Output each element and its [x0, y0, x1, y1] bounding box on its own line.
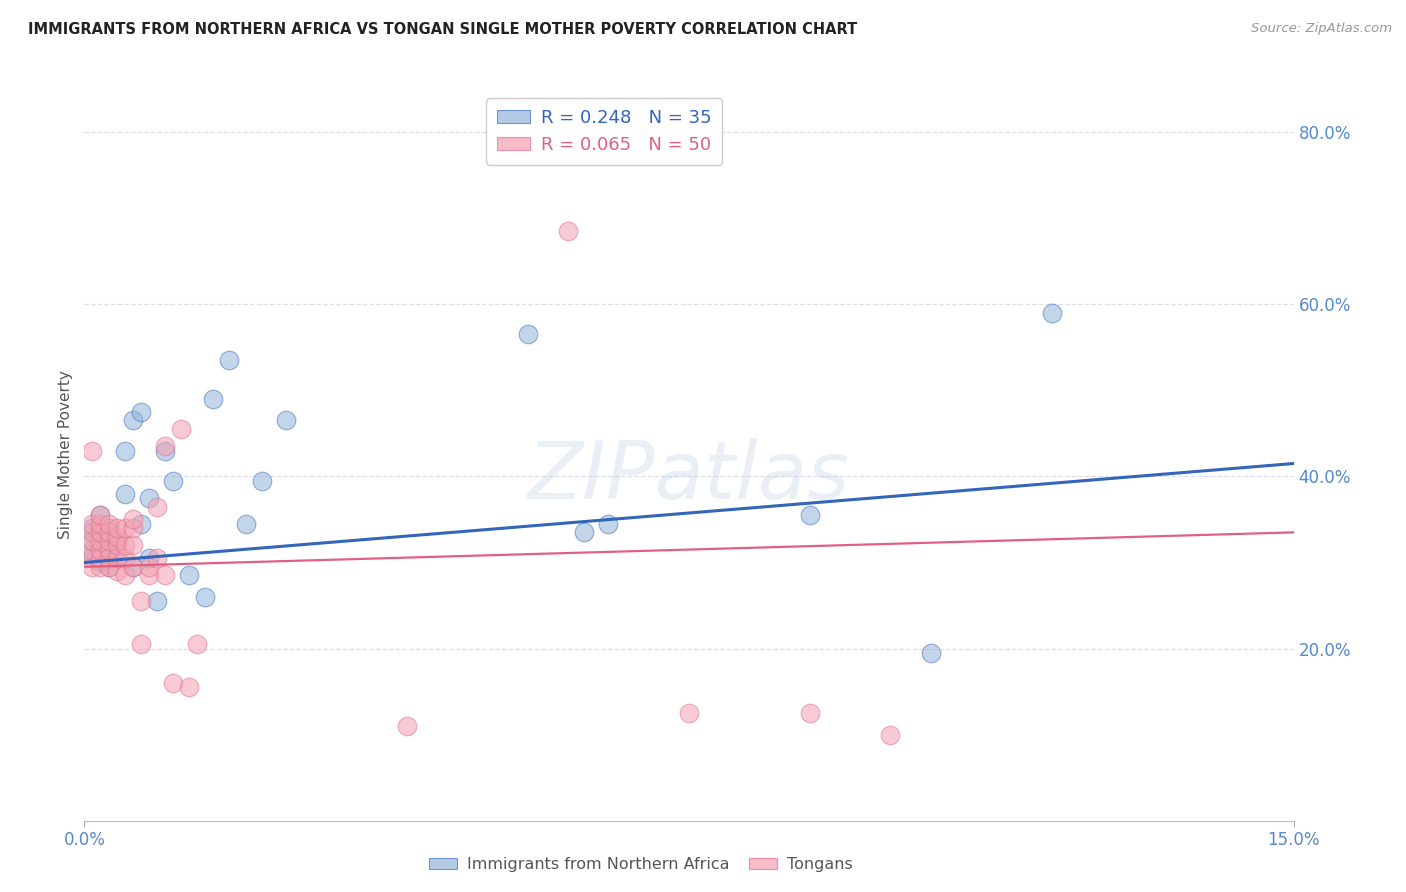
Point — [121, 413, 143, 427]
Point — [97, 551, 120, 566]
Point — [105, 533, 128, 548]
Point — [82, 542, 104, 557]
Point — [114, 568, 136, 582]
Point — [395, 719, 418, 733]
Point — [89, 559, 111, 574]
Point — [516, 327, 538, 342]
Point — [82, 443, 104, 458]
Point — [557, 224, 579, 238]
Point — [114, 538, 136, 552]
Point — [97, 525, 120, 540]
Point — [114, 521, 136, 535]
Point — [105, 521, 128, 535]
Point — [138, 551, 160, 566]
Point — [114, 443, 136, 458]
Point — [114, 486, 136, 500]
Point — [97, 542, 120, 557]
Point — [82, 559, 104, 574]
Point — [799, 508, 821, 523]
Point — [89, 556, 111, 570]
Point — [799, 706, 821, 720]
Point — [678, 706, 700, 720]
Point — [97, 521, 120, 535]
Point — [186, 637, 208, 651]
Point — [202, 392, 225, 406]
Point — [82, 525, 104, 540]
Point — [82, 547, 104, 561]
Point — [114, 551, 136, 566]
Point — [218, 353, 240, 368]
Point — [105, 530, 128, 544]
Point — [235, 516, 257, 531]
Point — [97, 516, 120, 531]
Point — [89, 551, 111, 566]
Point — [1040, 306, 1063, 320]
Point — [121, 512, 143, 526]
Legend: Immigrants from Northern Africa, Tongans: Immigrants from Northern Africa, Tongans — [422, 851, 859, 879]
Point — [129, 637, 152, 651]
Text: IMMIGRANTS FROM NORTHERN AFRICA VS TONGAN SINGLE MOTHER POVERTY CORRELATION CHAR: IMMIGRANTS FROM NORTHERN AFRICA VS TONGA… — [28, 22, 858, 37]
Point — [170, 422, 193, 436]
Point — [146, 594, 169, 608]
Point — [89, 525, 111, 540]
Point — [89, 525, 111, 540]
Point — [121, 521, 143, 535]
Point — [129, 405, 152, 419]
Point — [89, 508, 111, 523]
Point — [97, 542, 120, 557]
Point — [121, 559, 143, 574]
Point — [89, 516, 111, 531]
Point — [572, 525, 595, 540]
Point — [879, 728, 901, 742]
Point — [129, 594, 152, 608]
Point — [138, 568, 160, 582]
Point — [121, 538, 143, 552]
Point — [97, 559, 120, 574]
Point — [146, 500, 169, 514]
Point — [162, 676, 184, 690]
Point — [89, 542, 111, 557]
Point — [598, 516, 620, 531]
Point — [153, 443, 176, 458]
Point — [146, 551, 169, 566]
Y-axis label: Single Mother Poverty: Single Mother Poverty — [58, 370, 73, 540]
Point — [82, 516, 104, 531]
Point — [162, 474, 184, 488]
Text: Source: ZipAtlas.com: Source: ZipAtlas.com — [1251, 22, 1392, 36]
Point — [82, 533, 104, 548]
Point — [105, 551, 128, 566]
Point — [97, 533, 120, 548]
Point — [97, 559, 120, 574]
Text: ZIPatlas: ZIPatlas — [527, 438, 851, 516]
Point — [179, 568, 201, 582]
Point — [274, 413, 297, 427]
Point — [129, 516, 152, 531]
Point — [105, 551, 128, 566]
Point — [82, 521, 104, 535]
Point — [194, 590, 217, 604]
Point — [82, 551, 104, 566]
Point — [138, 491, 160, 505]
Point — [82, 533, 104, 548]
Point — [138, 559, 160, 574]
Point — [105, 564, 128, 578]
Point — [105, 538, 128, 552]
Point — [153, 439, 176, 453]
Point — [153, 568, 176, 582]
Point — [250, 474, 273, 488]
Point — [89, 533, 111, 548]
Point — [121, 559, 143, 574]
Point — [179, 680, 201, 694]
Point — [920, 646, 942, 660]
Point — [89, 508, 111, 523]
